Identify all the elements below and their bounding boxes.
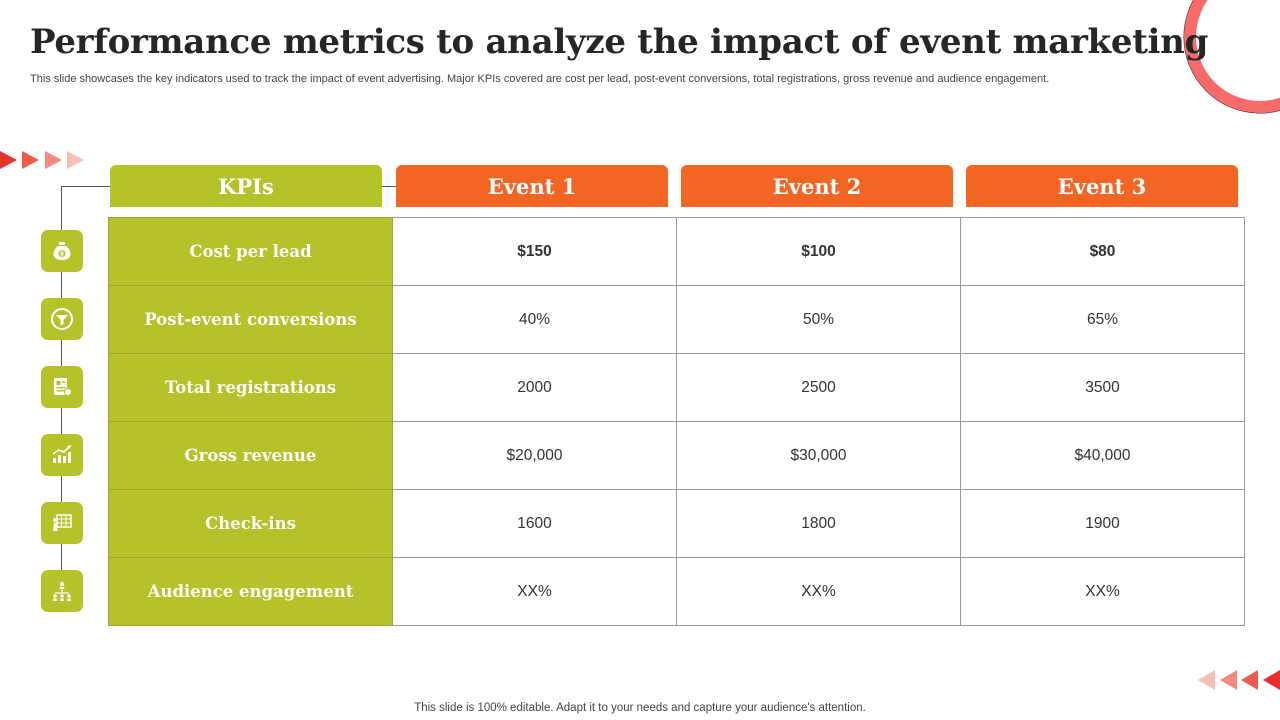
table-row: Post-event conversions 40% 50% 65% — [108, 285, 1245, 354]
footer-note: This slide is 100% editable. Adapt it to… — [414, 702, 866, 714]
table-row: Audience engagement XX% XX% XX% — [108, 557, 1245, 626]
kpi-label: Gross revenue — [108, 421, 393, 490]
event-1-value: 40% — [392, 285, 677, 354]
event-3-value: 1900 — [960, 489, 1245, 558]
audience-network-icon — [41, 570, 83, 612]
connector-line — [382, 186, 396, 187]
kpi-label: Check-ins — [108, 489, 393, 558]
table-row: Total registrations 2000 2500 3500 — [108, 353, 1245, 422]
event-1-value: XX% — [392, 557, 677, 626]
event-2-value: 1800 — [676, 489, 961, 558]
decorative-arrows-right — [1196, 669, 1280, 691]
connector-line — [61, 186, 110, 187]
event-1-value: $20,000 — [392, 421, 677, 490]
svg-text:$: $ — [60, 251, 64, 258]
event-2-value: 2500 — [676, 353, 961, 422]
decorative-arrows-left — [0, 150, 88, 170]
event-2-value: XX% — [676, 557, 961, 626]
page-title: Performance metrics to analyze the impac… — [30, 22, 1209, 62]
header-event-2: Event 2 — [681, 165, 953, 207]
event-1-value: $150 — [392, 217, 677, 286]
event-3-value: $80 — [960, 217, 1245, 286]
event-3-value: 65% — [960, 285, 1245, 354]
event-3-value: 3500 — [960, 353, 1245, 422]
kpi-table: Cost per lead $150 $100 $80 Post-event c… — [108, 217, 1245, 626]
check-in-icon — [41, 502, 83, 544]
event-3-value: $40,000 — [960, 421, 1245, 490]
money-bag-icon: $ — [41, 230, 83, 272]
header-event-1: Event 1 — [396, 165, 668, 207]
event-2-value: $30,000 — [676, 421, 961, 490]
kpi-label: Cost per lead — [108, 217, 393, 286]
kpi-label: Audience engagement — [108, 557, 393, 626]
funnel-icon — [41, 298, 83, 340]
registration-form-icon — [41, 366, 83, 408]
event-2-value: $100 — [676, 217, 961, 286]
page-subtitle: This slide showcases the key indicators … — [30, 73, 1050, 85]
header-event-3: Event 3 — [966, 165, 1238, 207]
decorative-ring — [1183, 0, 1280, 114]
header-kpis: KPIs — [110, 165, 382, 207]
event-2-value: 50% — [676, 285, 961, 354]
kpi-label: Total registrations — [108, 353, 393, 422]
table-row: Gross revenue $20,000 $30,000 $40,000 — [108, 421, 1245, 490]
table-row: Check-ins 1600 1800 1900 — [108, 489, 1245, 558]
table-row: Cost per lead $150 $100 $80 — [108, 217, 1245, 286]
revenue-chart-icon — [41, 434, 83, 476]
event-1-value: 1600 — [392, 489, 677, 558]
event-3-value: XX% — [960, 557, 1245, 626]
event-1-value: 2000 — [392, 353, 677, 422]
kpi-label: Post-event conversions — [108, 285, 393, 354]
